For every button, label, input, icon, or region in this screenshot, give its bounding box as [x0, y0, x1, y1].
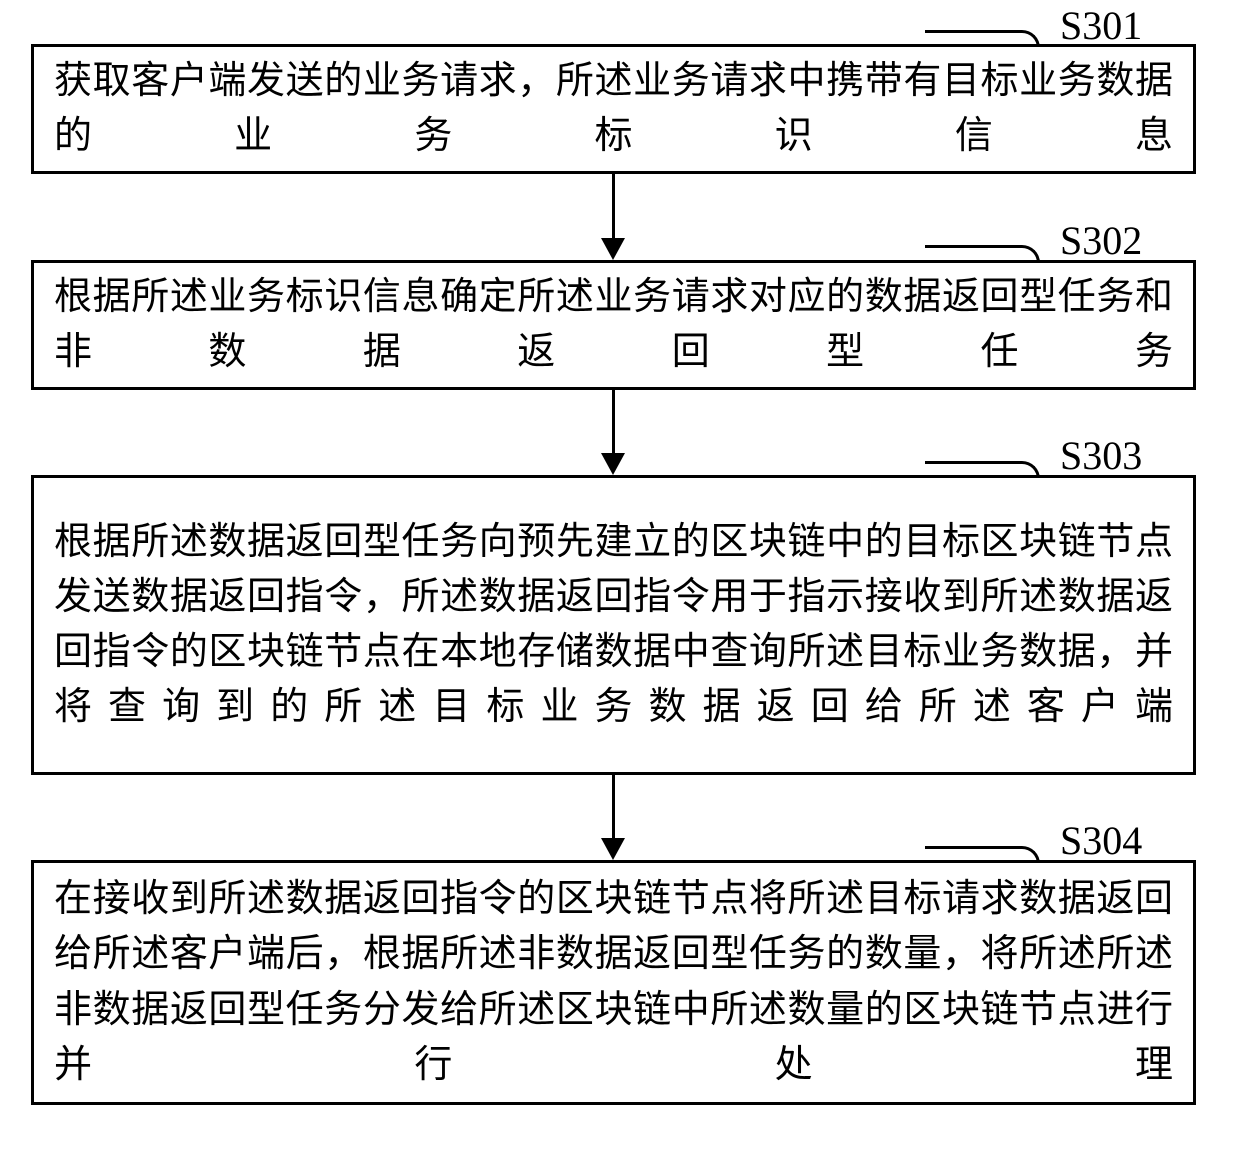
- label-s303: S303: [1060, 432, 1142, 479]
- step-box-s302: 根据所述业务标识信息确定所述业务请求对应的数据返回型任务和非数据返回型任务: [31, 260, 1196, 390]
- step-text-s304: 在接收到所述数据返回指令的区块链节点将所述目标请求数据返回给所述客户端后，根据所…: [54, 872, 1173, 1092]
- arrow-line-1: [612, 174, 615, 238]
- arrow-head-2: [601, 453, 625, 475]
- arrow-line-3: [612, 775, 615, 838]
- step-text-s302: 根据所述业务标识信息确定所述业务请求对应的数据返回型任务和非数据返回型任务: [54, 270, 1173, 380]
- step-box-s303: 根据所述数据返回型任务向预先建立的区块链中的目标区块链节点发送数据返回指令，所述…: [31, 475, 1196, 775]
- step-box-s304: 在接收到所述数据返回指令的区块链节点将所述目标请求数据返回给所述客户端后，根据所…: [31, 860, 1196, 1105]
- step-text-s301: 获取客户端发送的业务请求，所述业务请求中携带有目标业务数据的业务标识信息: [54, 54, 1173, 164]
- label-s301: S301: [1060, 2, 1142, 49]
- step-box-s301: 获取客户端发送的业务请求，所述业务请求中携带有目标业务数据的业务标识信息: [31, 44, 1196, 174]
- arrow-head-3: [601, 838, 625, 860]
- label-s302: S302: [1060, 217, 1142, 264]
- arrow-line-2: [612, 390, 615, 453]
- flowchart-canvas: S301 获取客户端发送的业务请求，所述业务请求中携带有目标业务数据的业务标识信…: [0, 0, 1240, 1162]
- arrow-head-1: [601, 238, 625, 260]
- label-s304: S304: [1060, 817, 1142, 864]
- step-text-s303: 根据所述数据返回型任务向预先建立的区块链中的目标区块链节点发送数据返回指令，所述…: [54, 515, 1173, 735]
